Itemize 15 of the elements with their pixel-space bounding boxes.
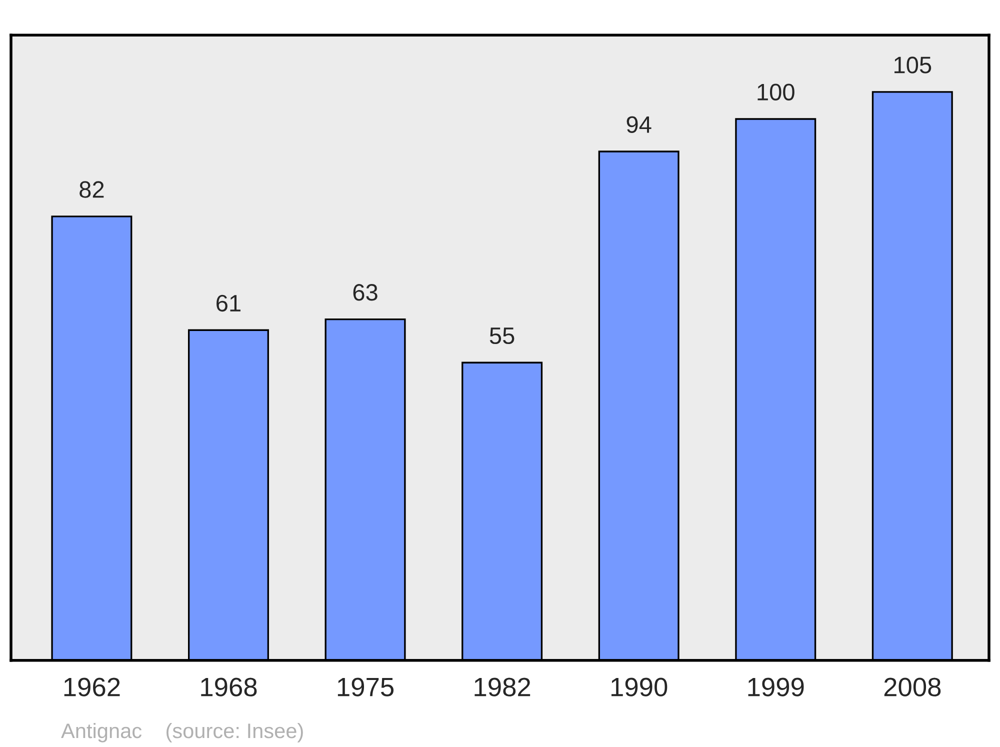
data-label: 105: [894, 56, 932, 74]
x-tick-label: 1990: [612, 678, 668, 696]
data-label: 82: [80, 181, 104, 198]
x-tick-label: 2008: [884, 678, 941, 696]
x-tick-label: 1962: [64, 678, 120, 696]
data-label: 100: [758, 84, 794, 100]
data-label: 63: [353, 284, 378, 301]
x-tick-label: 1975: [338, 678, 394, 696]
x-tick-label: 1999: [748, 678, 804, 696]
data-label: 61: [216, 294, 240, 312]
data-label: 94: [626, 116, 652, 133]
x-tick-label: 1982: [474, 678, 530, 696]
data-label: 55: [490, 328, 514, 344]
text: Antignac (source: Insee): [61, 722, 303, 742]
x-tick-label: 1968: [201, 678, 257, 696]
